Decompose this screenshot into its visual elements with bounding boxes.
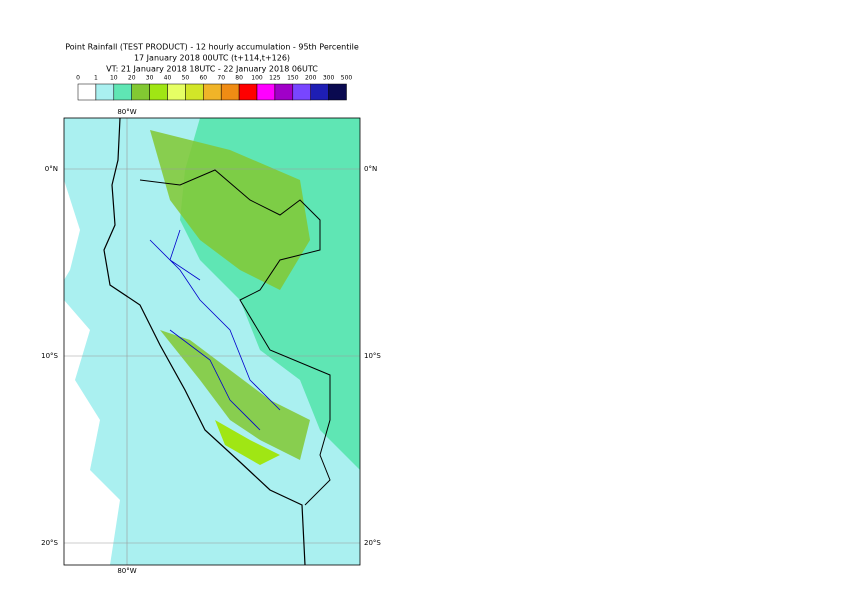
rain-patch: [150, 130, 310, 290]
lat-label: 0°N: [45, 165, 58, 173]
legend-swatch: [274, 83, 294, 101]
legend-label: 1: [94, 75, 98, 82]
lat-label: 10°S: [41, 352, 58, 360]
lat-label: 10°S: [364, 352, 381, 360]
legend-swatch: [238, 83, 258, 101]
rain-patch: [215, 420, 280, 465]
region-borders: [149, 229, 281, 431]
legend-label: 50: [182, 75, 190, 82]
legend-label: 300: [323, 75, 335, 82]
legend-label: 80: [235, 75, 243, 82]
map: [64, 118, 360, 565]
legend-swatch: [95, 83, 115, 101]
lon-label: 80°W: [117, 567, 136, 575]
lat-label: 20°S: [364, 539, 381, 547]
map-labels: 0°N 0°N 10°S 10°S 20°S 20°S 80°W 80°W: [41, 108, 381, 575]
legend-label: 30: [146, 75, 154, 82]
legend-label: 200: [305, 75, 317, 82]
legend-swatch: [220, 83, 240, 101]
legend-label: 70: [217, 75, 225, 82]
legend-swatch: [131, 83, 150, 101]
legend-label: 10: [110, 75, 118, 82]
base-time: 17 January 2018 00UTC (t+114,t+126): [134, 54, 290, 63]
legend-swatch: [256, 83, 276, 101]
legend-swatch: [185, 83, 204, 101]
lat-label: 20°S: [41, 539, 58, 547]
coastline: [103, 118, 306, 565]
graticule: [64, 118, 360, 565]
legend-label: 40: [164, 75, 172, 82]
legend: 0 1 10 20 30 40 50 60 70 80 100 125 150 200 300 500: [76, 75, 352, 101]
legend-swatch: [149, 83, 168, 101]
legend-swatch: [203, 83, 222, 101]
legend-swatch: [113, 83, 132, 101]
legend-swatch: [310, 83, 329, 101]
legend-label: 500: [341, 75, 353, 82]
dry-area: [64, 180, 80, 280]
legend-label: 0: [76, 75, 80, 82]
title: Point Rainfall (TEST PRODUCT) - 12 hourl…: [65, 43, 359, 52]
legend-label: 150: [287, 75, 299, 82]
legend-swatch: [292, 83, 311, 101]
lat-label: 0°N: [364, 165, 377, 173]
rain-patch: [160, 330, 310, 460]
legend-label: 20: [128, 75, 136, 82]
legend-label: 100: [251, 75, 263, 82]
lon-label: 80°W: [117, 108, 136, 116]
legend-label: 125: [269, 75, 281, 82]
border: [139, 169, 331, 506]
valid-time: VT: 21 January 2018 18UTC - 22 January 2…: [106, 65, 318, 74]
dry-area: [64, 300, 120, 565]
legend-label: 60: [199, 75, 207, 82]
legend-swatch: [328, 83, 347, 101]
legend-swatch: [77, 83, 97, 101]
map-frame: [63, 117, 361, 566]
legend-swatch: [167, 83, 186, 101]
